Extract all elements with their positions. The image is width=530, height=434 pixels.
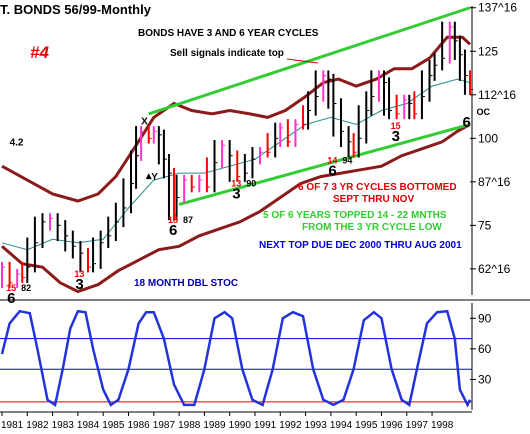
cycle-year-label: 90 xyxy=(246,178,256,188)
chart-title: T. BONDS 56/99-Monthly xyxy=(0,2,152,17)
annotation-topped: 5 OF 6 YEARS TOPPED 14 - 22 MNTHS xyxy=(263,210,447,221)
cycle-month-label: 15 xyxy=(6,283,16,293)
annotation-sell-signals: Sell signals indicate top xyxy=(170,48,284,59)
cycle-year-label: 94 xyxy=(342,156,352,166)
x-tick-label: 1997 xyxy=(406,420,429,431)
annotation-next-top: NEXT TOP DUE DEC 2000 THRU AUG 2001 xyxy=(259,240,462,251)
chart-number: #4 xyxy=(30,43,49,62)
lower-band xyxy=(1,123,471,294)
price-tick-label: 100 xyxy=(478,131,498,145)
price-tick-label: 112^16 xyxy=(478,88,516,102)
annotation-sept-nov: SEPT THRU NOV xyxy=(333,194,414,205)
price-tick-label: 125 xyxy=(478,44,498,58)
upper-band xyxy=(1,35,472,203)
stochastic-line xyxy=(0,309,472,408)
up-arrow-icon xyxy=(145,173,152,180)
cycle-month-label: 13 xyxy=(231,178,241,188)
x-axis: 1981 1982 1983 1984 1985 1986 1987 1988 1989 1990… xyxy=(0,411,472,431)
x-tick-label: 1987 xyxy=(153,420,176,431)
cycle-year-label: OC xyxy=(476,107,490,117)
cycle-year-label: 87 xyxy=(183,215,193,225)
x-tick-label: 1993 xyxy=(305,420,328,431)
annotation-stochastic: 18 MONTH DBL STOC xyxy=(134,278,238,289)
price-bars xyxy=(1,21,473,289)
annotation-cycle-low: FROM THE 3 YR CYCLE LOW xyxy=(302,222,442,233)
x-tick-label: 1983 xyxy=(52,420,75,431)
x-tick-label: 1994 xyxy=(330,420,353,431)
x-tick-label: 1990 xyxy=(229,420,252,431)
lower-trendline xyxy=(178,122,471,206)
x-tick-label: 1996 xyxy=(380,420,403,431)
x-tick-label: 1992 xyxy=(279,420,302,431)
cycle-number: 3 xyxy=(392,128,400,145)
stochastic-tick-label: 30 xyxy=(478,372,492,386)
cycle-number: 3 xyxy=(75,276,83,293)
stochastic-tick-label: 60 xyxy=(478,342,492,356)
cycle-month-label: 15 xyxy=(391,121,401,131)
x-tick-label: 1991 xyxy=(254,420,277,431)
price-tick-label: 75 xyxy=(478,218,492,232)
cycle-number: 3 xyxy=(232,185,240,202)
x-tick-label: 1984 xyxy=(77,420,100,431)
cycle-year-label: 82 xyxy=(21,283,31,293)
stochastic-tick-label: 90 xyxy=(478,311,492,325)
moving-average-layer xyxy=(1,78,471,251)
cycle-number: 6 xyxy=(328,163,336,180)
x-tick-label: 1982 xyxy=(26,420,49,431)
trend-channel xyxy=(148,6,471,206)
price-axis: 137^16 125 112^16 100 87^16 75 62^16 xyxy=(470,1,517,295)
upper-trendline xyxy=(148,6,471,116)
marker-label: Y xyxy=(151,172,158,183)
moving-average-line xyxy=(1,78,471,251)
sell-signal-arrow xyxy=(286,58,319,64)
cycle-month-label: 14 xyxy=(327,156,337,166)
x-tick-label: 1981 xyxy=(1,420,24,431)
price-tick-label: 62^16 xyxy=(478,262,511,276)
x-tick-label: 1986 xyxy=(127,420,150,431)
cycle-month-label: 18 xyxy=(168,215,178,225)
marker-label: 4.2 xyxy=(10,137,24,148)
x-tick-label: 1995 xyxy=(355,420,378,431)
marker-label: X xyxy=(141,116,148,127)
annotation-bottomed: 6 OF 7 3 YR CYCLES BOTTOMED xyxy=(298,182,457,193)
bollinger-bands xyxy=(1,35,472,294)
annotation-cycles: BONDS HAVE 3 AND 6 YEAR CYCLES xyxy=(138,28,319,39)
cycle-number: 6 xyxy=(7,290,15,307)
stochastic-panel: 90 60 30 xyxy=(0,303,492,410)
cycle-number: 6 xyxy=(462,114,470,131)
price-tick-label: 137^16 xyxy=(478,1,517,15)
x-tick-label: 1988 xyxy=(178,420,201,431)
x-tick-label: 1998 xyxy=(431,420,454,431)
price-tick-label: 87^16 xyxy=(478,175,511,189)
x-tick-label: 1985 xyxy=(102,420,125,431)
x-tick-label: 1989 xyxy=(203,420,226,431)
cycle-number: 6 xyxy=(169,222,177,239)
cycle-month-label: 13 xyxy=(74,269,84,279)
